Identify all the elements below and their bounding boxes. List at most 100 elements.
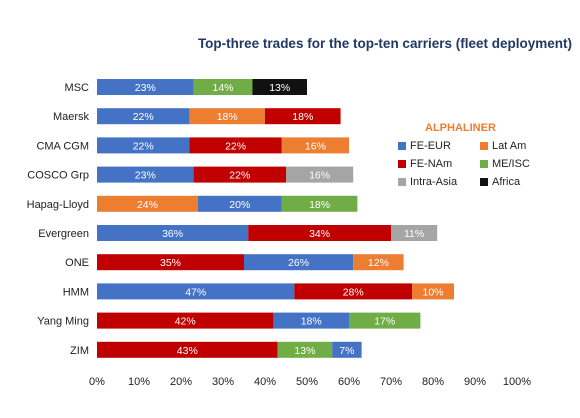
bar-zim-fe-nam	[97, 341, 278, 358]
data-label-zim-fe-eur: 7%	[339, 345, 354, 357]
data-label-yang-ming-me-isc: 17%	[374, 316, 395, 328]
data-label-cma-cgm-lat-am: 16%	[305, 140, 326, 152]
bar-area: 23% 14% 13% 22% 18% 18% 22% 22% 16% 23% 22% 16% 24% 2…	[97, 79, 454, 358]
bar-hmm-lat-am	[412, 283, 454, 300]
category-label-zim: ZIM	[70, 345, 89, 357]
legend-swatch-africa	[480, 178, 488, 186]
legend-item-lat-am: Lat Am	[480, 140, 560, 152]
legend-item-fe-eur: FE-EUR	[398, 140, 480, 152]
legend-item-intra-asia: Intra-Asia	[398, 176, 480, 188]
x-tick-label: 30%	[212, 376, 234, 388]
bar-cosco-grp-fe-eur	[97, 166, 194, 183]
legend-label-fe-nam: FE-NAm	[410, 158, 453, 170]
bar-evergreen-fe-nam	[248, 225, 391, 241]
data-label-yang-ming-fe-eur: 18%	[301, 316, 322, 328]
data-label-yang-ming-fe-nam: 42%	[175, 316, 196, 328]
x-tick-label: 10%	[128, 376, 150, 388]
bar-hapag-lloyd-lat-am	[97, 195, 198, 212]
bar-msc-africa	[252, 79, 307, 95]
bar-msc-me-isc	[193, 79, 253, 95]
bar-one-fe-eur	[244, 254, 354, 271]
category-label-msc: MSC	[65, 82, 90, 94]
data-label-hapag-lloyd-me-isc: 18%	[309, 199, 330, 211]
carrier-labels: MSC Maersk CMA CGM COSCO Grp Hapag-Lloyd Ever…	[27, 82, 90, 357]
legend-item-me-isc: ME/ISC	[480, 158, 560, 170]
bar-cosco-grp-intra-asia	[286, 166, 354, 183]
x-tick-label: 90%	[464, 376, 486, 388]
bar-zim-fe-eur	[332, 341, 362, 358]
legend-brand: ALPHALINER	[425, 122, 496, 134]
bar-cma-cgm-lat-am	[281, 137, 349, 154]
data-label-evergreen-fe-eur: 36%	[162, 228, 183, 240]
data-label-maersk-lat-am: 18%	[217, 111, 238, 123]
legend-entries: FE-EUR Lat Am FE-NAm ME/ISC Intra-Asia Africa	[398, 140, 568, 188]
category-label-maersk: Maersk	[53, 111, 90, 123]
data-label-maersk-fe-eur: 22%	[133, 111, 154, 123]
data-label-cosco-grp-fe-eur: 23%	[135, 170, 156, 182]
data-label-one-lat-am: 12%	[368, 257, 389, 269]
x-tick-label: 50%	[296, 376, 318, 388]
bar-yang-ming-me-isc	[349, 312, 421, 329]
bar-yang-ming-fe-nam	[97, 312, 274, 329]
bar-cma-cgm-fe-nam	[189, 137, 282, 154]
bar-hmm-fe-eur	[97, 283, 295, 300]
data-label-zim-fe-nam: 43%	[177, 345, 198, 357]
data-label-msc-africa: 13%	[269, 82, 290, 94]
x-tick-label: 40%	[254, 376, 276, 388]
chart-title: Top-three trades for the top-ten carrier…	[197, 36, 572, 51]
category-label-hapag-lloyd: Hapag-Lloyd	[27, 199, 89, 211]
bar-one-fe-nam	[97, 254, 244, 271]
bar-hapag-lloyd-fe-eur	[197, 195, 282, 212]
legend-label-fe-eur: FE-EUR	[410, 140, 451, 152]
data-label-msc-me-isc: 14%	[212, 82, 233, 94]
legend-swatch-fe-nam	[398, 160, 406, 168]
category-label-one: ONE	[65, 257, 89, 269]
bar-evergreen-fe-eur	[97, 225, 249, 241]
bar-one-lat-am	[353, 254, 404, 271]
legend-label-intra-asia: Intra-Asia	[410, 176, 458, 188]
category-label-cma-cgm: CMA CGM	[36, 140, 89, 152]
bar-evergreen-intra-asia	[391, 225, 438, 241]
bar-maersk-lat-am	[189, 108, 265, 125]
data-label-hmm-fe-nam: 28%	[343, 286, 364, 298]
data-label-zim-me-isc: 13%	[294, 345, 315, 357]
data-label-msc-fe-eur: 23%	[135, 82, 156, 94]
legend-swatch-fe-eur	[398, 142, 406, 150]
bar-cosco-grp-fe-nam	[193, 166, 286, 183]
legend-swatch-lat-am	[480, 142, 488, 150]
x-tick-label: 20%	[170, 376, 192, 388]
data-label-cosco-grp-intra-asia: 16%	[309, 170, 330, 182]
bar-maersk-fe-eur	[97, 108, 190, 125]
bar-msc-fe-eur	[97, 79, 194, 95]
category-label-hmm: HMM	[63, 286, 89, 298]
data-label-evergreen-intra-asia: 11%	[404, 228, 424, 240]
data-label-hapag-lloyd-fe-eur: 20%	[229, 199, 250, 211]
bar-cma-cgm-fe-eur	[97, 137, 190, 154]
data-label-cosco-grp-fe-nam: 22%	[229, 170, 250, 182]
legend-label-lat-am: Lat Am	[492, 140, 527, 152]
legend-item-africa: Africa	[480, 176, 560, 188]
legend-item-fe-nam: FE-NAm	[398, 158, 480, 170]
bar-hapag-lloyd-me-isc	[281, 195, 358, 212]
x-tick-label: 0%	[89, 376, 105, 388]
legend-swatch-intra-asia	[398, 178, 406, 186]
data-label-maersk-fe-nam: 18%	[292, 111, 313, 123]
legend-label-africa: Africa	[492, 176, 521, 188]
data-label-cma-cgm-fe-eur: 22%	[133, 140, 154, 152]
legend: ALPHALINER FE-EUR Lat Am FE-NAm ME/ISC Intra…	[398, 122, 568, 188]
data-label-evergreen-fe-nam: 34%	[309, 228, 330, 240]
bar-zim-me-isc	[277, 341, 333, 358]
data-label-one-fe-eur: 26%	[288, 257, 309, 269]
x-tick-label: 60%	[338, 376, 360, 388]
bar-hmm-fe-nam	[294, 283, 412, 300]
x-tick-label: 70%	[380, 376, 402, 388]
bar-yang-ming-fe-eur	[273, 312, 349, 329]
category-label-evergreen: Evergreen	[38, 228, 89, 240]
x-axis-ticks: 0% 10% 20% 30% 40% 50% 60% 70% 80% 90% 100%	[89, 376, 531, 388]
category-label-cosco-grp: COSCO Grp	[27, 170, 89, 182]
legend-label-me-isc: ME/ISC	[492, 158, 530, 170]
legend-swatch-me-isc	[480, 160, 488, 168]
data-label-one-fe-nam: 35%	[160, 257, 181, 269]
data-label-hmm-fe-eur: 47%	[185, 286, 206, 298]
